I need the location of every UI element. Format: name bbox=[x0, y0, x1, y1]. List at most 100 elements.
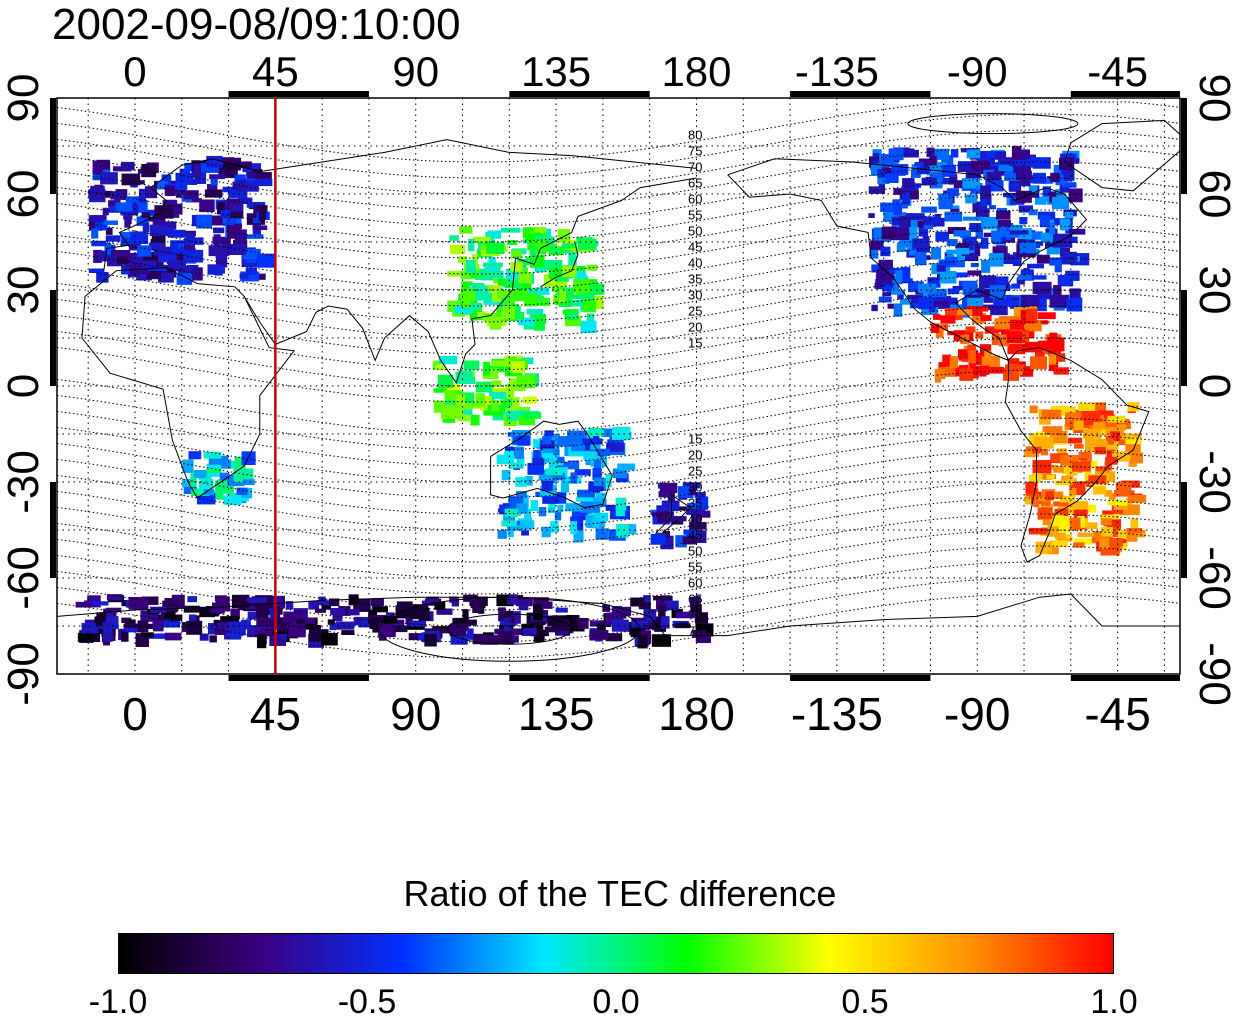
tec-cell bbox=[242, 248, 261, 260]
tec-cell bbox=[592, 497, 604, 502]
tec-cell bbox=[1008, 182, 1020, 190]
tec-cell bbox=[1125, 498, 1132, 507]
tec-cell bbox=[573, 279, 591, 293]
tec-cell bbox=[970, 262, 979, 268]
tec-cell bbox=[583, 451, 598, 460]
tec-cell bbox=[986, 171, 1002, 181]
contour-line bbox=[57, 449, 1180, 515]
tec-cell bbox=[120, 161, 135, 171]
tec-cell bbox=[140, 632, 154, 638]
tec-cell bbox=[979, 306, 989, 312]
tec-cell bbox=[431, 627, 450, 634]
tec-cell bbox=[458, 256, 467, 263]
tec-cell bbox=[1003, 192, 1022, 198]
x-tick-label-top: 180 bbox=[661, 48, 731, 95]
tec-cell bbox=[1032, 460, 1052, 474]
tec-cell bbox=[484, 387, 493, 393]
tec-cell bbox=[481, 269, 494, 281]
tec-cell bbox=[524, 293, 539, 307]
tec-cell bbox=[1078, 402, 1096, 412]
tec-cell bbox=[103, 630, 113, 642]
tec-cell bbox=[184, 237, 204, 245]
y-tick-label-right: 90 bbox=[1190, 74, 1239, 123]
tec-cell bbox=[222, 186, 234, 193]
tec-cell bbox=[1059, 185, 1070, 193]
tec-cell bbox=[1067, 409, 1088, 415]
tec-cell bbox=[557, 504, 564, 513]
tec-cell bbox=[980, 355, 1000, 368]
x-tick-label-bottom: 180 bbox=[658, 688, 735, 740]
contour-line bbox=[57, 465, 1180, 531]
tec-cell bbox=[547, 507, 555, 513]
colorbar-tick-label: -0.5 bbox=[337, 983, 397, 1021]
tec-cell bbox=[605, 633, 623, 642]
tec-cell bbox=[432, 360, 440, 370]
tec-cell bbox=[1084, 461, 1098, 469]
tec-cell bbox=[216, 622, 229, 631]
tec-cell bbox=[233, 468, 254, 483]
tec-cell bbox=[1053, 501, 1072, 507]
tec-cell bbox=[1055, 172, 1065, 186]
tec-cell bbox=[468, 238, 475, 252]
y-tick-label-left: -90 bbox=[0, 642, 48, 706]
tec-cell bbox=[570, 441, 587, 452]
tec-cell bbox=[934, 369, 942, 383]
tec-cell bbox=[1114, 503, 1129, 510]
tec-cell bbox=[555, 301, 571, 306]
tec-cell bbox=[108, 200, 116, 208]
tec-cell bbox=[206, 215, 226, 226]
tec-cell bbox=[660, 616, 670, 629]
contour-label: 75 bbox=[688, 144, 702, 159]
tec-cell bbox=[1009, 224, 1023, 233]
tec-map: 8075706560555045403530252015152025303540… bbox=[0, 48, 1239, 740]
contour-line bbox=[57, 577, 1180, 643]
tec-cell bbox=[1057, 275, 1074, 287]
tec-cell bbox=[980, 216, 998, 230]
tec-cell bbox=[1104, 489, 1112, 497]
tec-cell bbox=[1073, 542, 1085, 548]
tec-cell bbox=[142, 222, 150, 233]
tec-cell bbox=[1011, 146, 1022, 160]
coastline bbox=[81, 267, 296, 499]
tec-region bbox=[75, 594, 714, 649]
tec-cell bbox=[1050, 172, 1060, 182]
tec-cell bbox=[147, 266, 167, 271]
tec-cell bbox=[1106, 519, 1122, 529]
tec-cell bbox=[467, 619, 477, 626]
tec-cell bbox=[179, 168, 190, 176]
tec-cell bbox=[596, 623, 606, 634]
tec-cell bbox=[880, 202, 895, 212]
tec-cell bbox=[505, 268, 524, 281]
contour-label: 20 bbox=[688, 448, 702, 463]
tec-cell bbox=[996, 210, 1011, 220]
tec-cell bbox=[1068, 228, 1086, 235]
tec-cell bbox=[981, 259, 991, 273]
tec-cell bbox=[872, 153, 880, 166]
tec-cell bbox=[123, 623, 139, 630]
tec-cell bbox=[959, 364, 969, 372]
tec-cell bbox=[902, 192, 910, 206]
tec-cell bbox=[199, 633, 209, 641]
tec-cell bbox=[1032, 157, 1051, 169]
tec-cell bbox=[1009, 230, 1029, 235]
tec-cell bbox=[878, 296, 892, 303]
tec-cell bbox=[601, 428, 617, 437]
tec-cell bbox=[517, 406, 531, 412]
tec-cell bbox=[1007, 358, 1020, 365]
tec-cell bbox=[869, 249, 879, 259]
tec-cell bbox=[535, 621, 543, 631]
tec-cell bbox=[200, 162, 220, 173]
tec-cell bbox=[899, 239, 916, 247]
tec-cell bbox=[1069, 488, 1077, 496]
tec-cell bbox=[965, 194, 978, 204]
tec-cell bbox=[489, 317, 502, 330]
tec-cell bbox=[491, 400, 500, 412]
tec-cell bbox=[497, 289, 512, 298]
tec-cell bbox=[224, 199, 233, 211]
tec-cell bbox=[1068, 188, 1083, 203]
tec-cell bbox=[1039, 215, 1050, 228]
tec-cell bbox=[1058, 520, 1070, 533]
tec-cell bbox=[1012, 176, 1031, 187]
tec-cell bbox=[1059, 495, 1076, 503]
tec-cell bbox=[914, 161, 924, 167]
